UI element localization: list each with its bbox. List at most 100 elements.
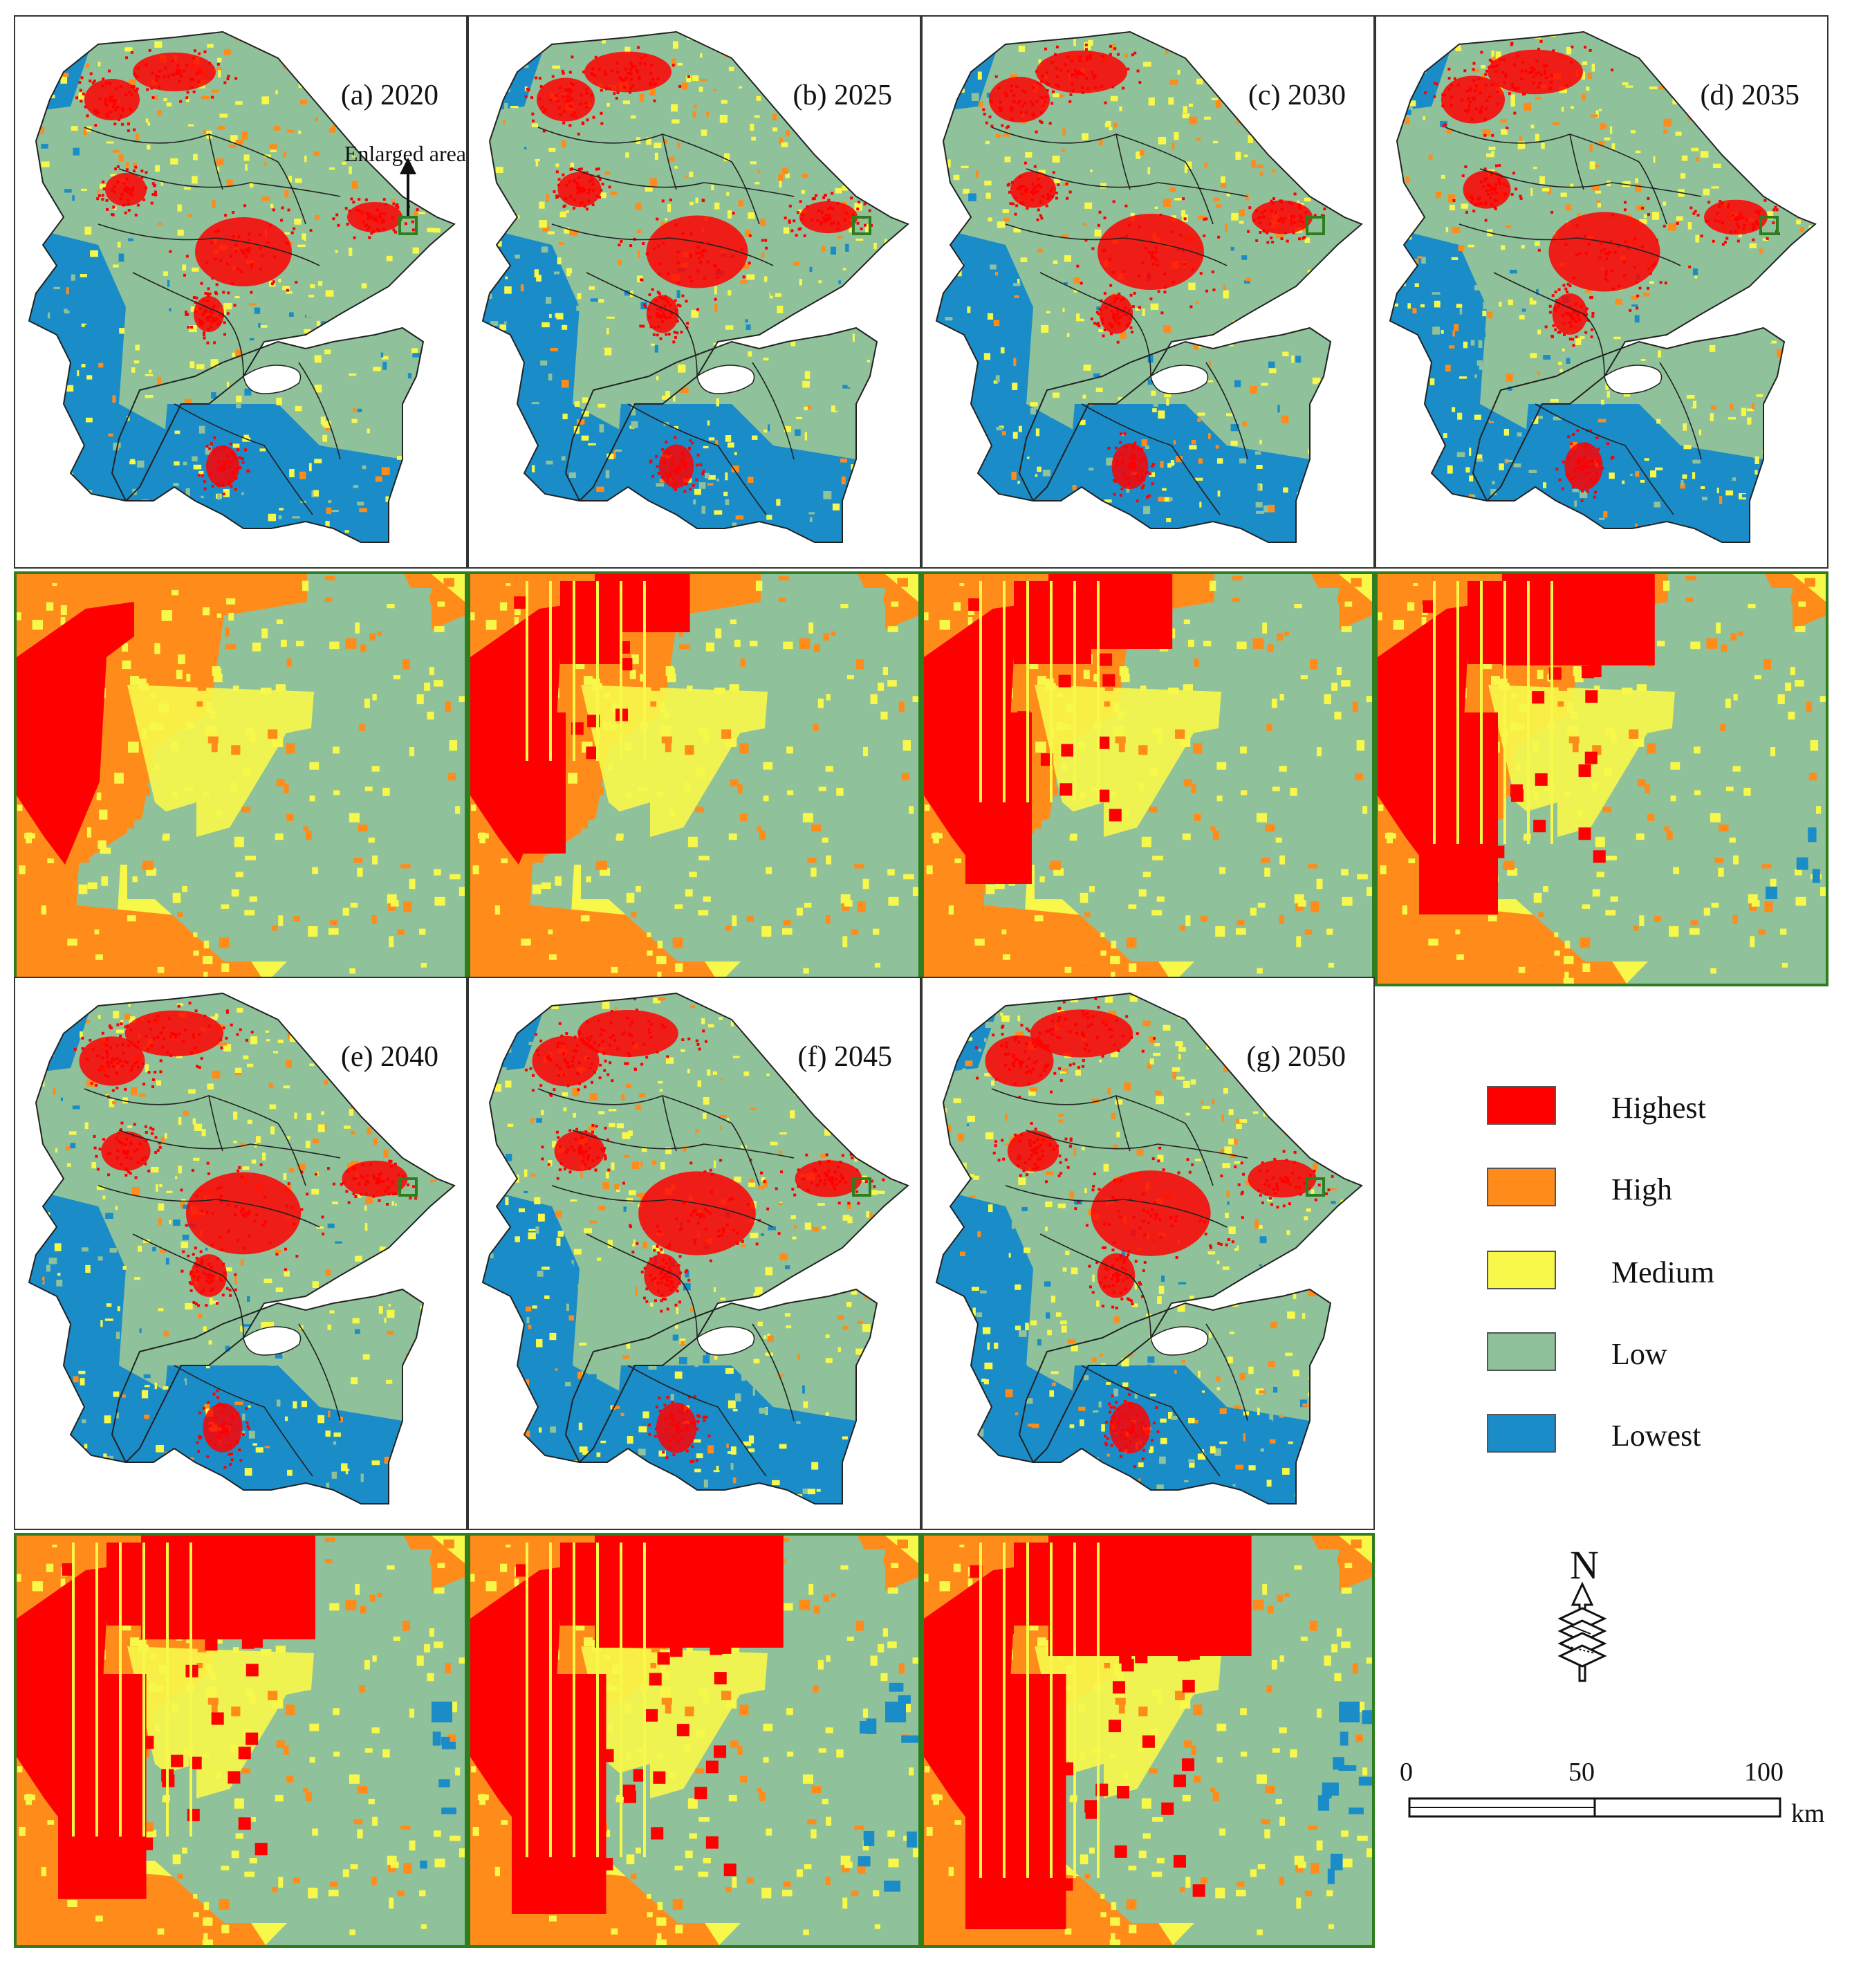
land-pixel xyxy=(24,371,28,376)
urban-pixel xyxy=(1553,306,1557,310)
urban-pixel xyxy=(250,263,254,266)
urban-pixel xyxy=(1580,468,1584,471)
land-pixel xyxy=(328,128,333,133)
urban-pixel xyxy=(244,448,248,452)
urban-pixel xyxy=(234,250,238,253)
land-pixel xyxy=(333,86,340,90)
zoom-pixel xyxy=(624,742,632,751)
land-pixel xyxy=(564,227,570,234)
urban-pixel xyxy=(878,425,881,428)
urban-pixel xyxy=(649,459,653,463)
land-pixel xyxy=(907,137,908,145)
land-pixel xyxy=(1021,257,1026,261)
urban-pixel xyxy=(803,234,806,237)
urban-pixel xyxy=(1001,124,1004,127)
land-pixel xyxy=(1120,332,1127,339)
land-pixel xyxy=(216,57,222,63)
land-pixel xyxy=(561,456,566,461)
urban-pixel xyxy=(178,73,181,76)
urban-pixel xyxy=(1490,60,1494,64)
zoom-road xyxy=(526,581,528,761)
region-map xyxy=(1389,30,1817,543)
land-pixel xyxy=(1784,122,1788,128)
urban-pixel xyxy=(1757,212,1761,216)
land-pixel xyxy=(1204,163,1207,168)
land-pixel xyxy=(1598,203,1602,208)
land-pixel xyxy=(1271,250,1279,257)
urban-pixel xyxy=(370,232,373,235)
land-pixel xyxy=(418,515,427,518)
land-pixel xyxy=(995,134,1001,138)
urban-pixel xyxy=(878,415,881,418)
urban-pixel xyxy=(217,229,221,232)
urban-pixel xyxy=(784,217,787,220)
urban-pixel xyxy=(1528,71,1531,75)
land-pixel xyxy=(997,37,1003,41)
land-pixel xyxy=(235,101,243,105)
urban-pixel xyxy=(681,232,685,235)
urban-pixel xyxy=(1071,89,1075,93)
urban-pixel xyxy=(1591,312,1595,315)
urban-pixel xyxy=(1586,319,1590,322)
urban-pixel xyxy=(1323,208,1326,211)
urban-pixel xyxy=(1554,328,1557,331)
land-pixel xyxy=(1806,32,1810,37)
urban-pixel xyxy=(1494,186,1497,190)
land-pixel xyxy=(1090,169,1093,173)
land-pixel xyxy=(1004,156,1011,163)
land-pixel xyxy=(1206,380,1214,383)
zoom-pixel xyxy=(427,711,434,720)
zoom-pixel xyxy=(252,642,261,652)
zoom-pixel xyxy=(1051,786,1057,796)
land-pixel xyxy=(160,181,163,186)
land-pixel xyxy=(1513,463,1521,468)
land-pixel xyxy=(1799,227,1804,232)
zoom-pixel xyxy=(1507,868,1518,876)
land-pixel xyxy=(606,327,609,335)
urban-pixel xyxy=(1129,457,1133,460)
urban-pixel xyxy=(1638,286,1642,290)
urban-pixel xyxy=(158,85,161,89)
urban-pixel xyxy=(860,227,863,230)
urban-pixel xyxy=(1019,201,1023,205)
urban-pixel xyxy=(764,239,768,242)
land-pixel xyxy=(1676,216,1683,221)
zoom-pixel xyxy=(514,617,519,625)
land-pixel xyxy=(66,385,74,392)
land-pixel xyxy=(582,527,587,535)
land-pixel xyxy=(1358,478,1361,482)
land-pixel xyxy=(823,490,832,499)
land-pixel xyxy=(1135,308,1140,311)
zoom-pixel xyxy=(364,698,370,708)
land-pixel xyxy=(1434,78,1441,83)
zoom-pixel xyxy=(333,746,340,754)
urban-pixel xyxy=(1044,47,1048,50)
urban-core xyxy=(1318,412,1343,437)
zoom-road xyxy=(596,581,599,761)
land-pixel xyxy=(1750,51,1757,56)
land-pixel xyxy=(418,194,425,198)
land-pixel xyxy=(254,307,261,314)
zoom-pixel xyxy=(1179,925,1185,931)
urban-pixel xyxy=(595,167,598,171)
land-pixel xyxy=(539,201,545,209)
zoom-pixel xyxy=(1341,680,1351,687)
zoom-pixel xyxy=(1663,580,1670,591)
zoom-pixel xyxy=(1111,971,1115,979)
land-pixel xyxy=(353,485,359,488)
land-pixel xyxy=(975,170,979,178)
land-pixel xyxy=(44,535,50,540)
urban-pixel xyxy=(677,468,680,472)
urban-pixel xyxy=(1743,223,1746,227)
zoom-pixel xyxy=(842,903,850,911)
urban-pixel xyxy=(1766,195,1770,199)
zoom-pixel xyxy=(1152,727,1162,735)
urban-pixel xyxy=(674,223,678,227)
land-pixel xyxy=(228,49,232,55)
land-pixel xyxy=(633,526,638,533)
urban-pixel xyxy=(108,100,111,103)
urban-pixel xyxy=(1095,311,1099,314)
land-pixel xyxy=(99,184,107,189)
zoom-pixel xyxy=(1577,809,1583,818)
zoom-pixel xyxy=(309,795,315,802)
